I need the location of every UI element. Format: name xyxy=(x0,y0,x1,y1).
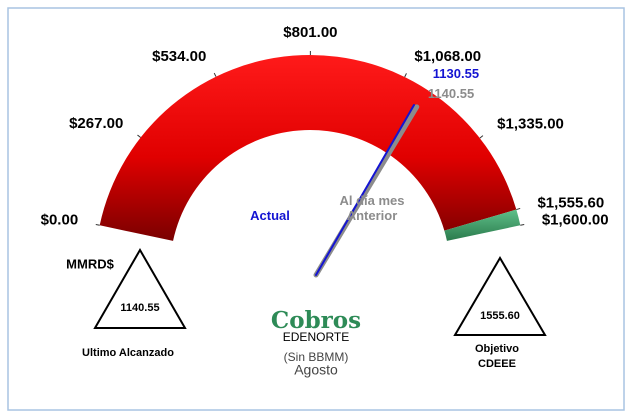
needle-name: Al día mes Anterior xyxy=(339,193,405,223)
tick-label: $267.00 xyxy=(69,115,123,132)
tick-mark xyxy=(404,73,407,78)
needle xyxy=(315,104,415,276)
tick-label: $1,600.00 xyxy=(542,212,609,229)
tick-label: $1,555.60 xyxy=(537,194,604,211)
frame xyxy=(7,7,625,411)
tick-label: $0.00 xyxy=(41,212,79,229)
tick-mark xyxy=(95,223,100,226)
note: (Sin BBMM) xyxy=(284,350,349,364)
needle-name: Actual xyxy=(250,208,290,223)
tick-mark xyxy=(213,72,217,77)
indicator-value: 1555.60 xyxy=(480,310,520,322)
tick-label: $1,068.00 xyxy=(414,48,481,65)
tick-mark xyxy=(516,207,521,211)
gauge-band xyxy=(444,209,521,241)
tick-mark xyxy=(137,134,141,138)
unit-label: MMRD$ xyxy=(66,256,114,271)
title: Cobros xyxy=(271,307,361,334)
indicator-label: Objetivo CDEEE xyxy=(474,343,519,370)
gauge-band xyxy=(99,54,517,241)
needle-value: 1140.55 xyxy=(428,86,474,101)
subtitle: EDENORTE xyxy=(283,330,349,344)
tick-label: $534.00 xyxy=(152,48,206,65)
tick-mark xyxy=(479,135,484,139)
needle-value: 1130.55 xyxy=(433,66,479,81)
indicator-label: Ultimo Alcanzado xyxy=(82,347,174,359)
triangle xyxy=(93,247,187,329)
triangle xyxy=(453,256,547,336)
indicator-value: 1140.55 xyxy=(120,302,159,314)
tick-label: $1,335.00 xyxy=(497,116,564,133)
tick-label: $801.00 xyxy=(283,24,337,41)
tick-mark xyxy=(520,223,525,226)
note: Agosto xyxy=(294,362,338,378)
